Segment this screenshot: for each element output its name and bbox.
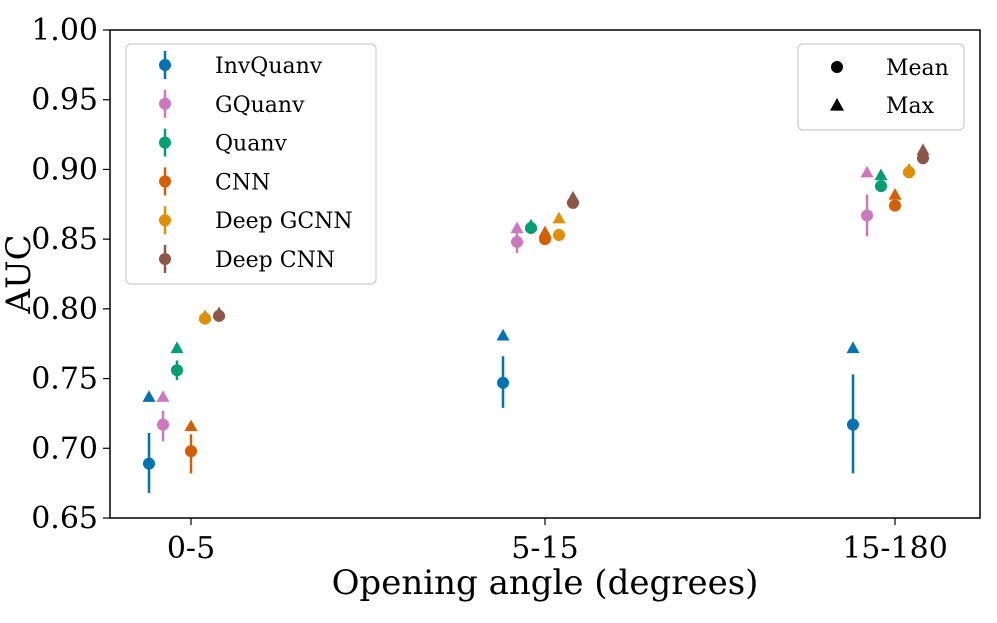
gquanv-mean-point [511,235,523,248]
deep-cnn-mean-point [917,152,929,165]
gquanv-mean-point [157,418,169,431]
deep-gcnn-legend-label: Deep GCNN [215,209,353,234]
quanv-legend-label: Quanv [215,132,287,157]
invquanv-mean-point [497,376,509,389]
mean-legend-marker [831,61,843,73]
deep-cnn-legend-label: Deep CNN [215,248,335,273]
quanv-max-point [874,168,888,181]
y-tick-label: 0.90 [31,152,98,187]
y-tick-label: 0.95 [31,83,98,118]
x-tick-label: 5-15 [511,531,578,566]
invquanv-max-point [846,341,860,354]
y-tick-label: 0.65 [31,501,98,536]
y-tick-label: 0.70 [31,431,98,466]
gquanv-legend-marker [159,97,171,110]
quanv-mean-point [875,180,887,193]
deep-cnn-max-point [916,143,930,156]
invquanv-max-point [496,328,510,341]
gquanv-legend-label: GQuanv [215,93,305,118]
deep-gcnn-legend-marker [159,214,171,227]
y-axis-label: AUC [0,234,39,314]
deep-gcnn-mean-point [553,228,565,241]
series-legend-box [125,43,377,285]
cnn-mean-point [539,233,551,246]
cnn-legend-label: CNN [215,170,270,195]
x-tick-label: 0-5 [167,531,215,566]
cnn-mean-point [185,445,197,458]
gquanv-max-point [510,221,524,234]
invquanv-legend-marker [159,59,171,71]
cnn-legend-marker [159,175,171,188]
quanv-mean-point [171,364,183,377]
cnn-max-point [888,188,902,200]
quanv-legend-marker [159,136,171,149]
marker-legend: Mean Max [797,43,965,131]
invquanv-legend-label: InvQuanv [215,54,323,79]
deep-cnn-mean-point [213,309,225,322]
max-legend-marker [830,98,844,111]
quanv-max-point [170,341,184,354]
x-tick-label: 15-180 [842,531,948,566]
deep-cnn-mean-point [567,196,579,209]
y-axis: 0.65 0.70 0.75 0.80 0.85 0.90 0.95 1.00 [31,13,110,536]
y-tick-label: 0.85 [31,222,98,257]
cnn-max-point [184,419,198,432]
invquanv-max-point [142,390,156,402]
series-legend: InvQuanv GQuanv Quanv CNN Deep GCNN Deep CNN [125,43,377,285]
deep-cnn-legend-marker [159,253,171,265]
mean-legend-label: Mean [886,56,949,81]
y-tick-label: 0.80 [31,292,98,327]
plot-marks [142,143,930,493]
gquanv-max-point [156,390,170,402]
max-legend-label: Max [886,94,935,119]
x-axis: 0-5 5-15 15-180 [167,518,948,566]
invquanv-mean-point [143,457,155,470]
gquanv-mean-point [861,209,873,222]
gquanv-max-point [860,165,874,178]
deep-gcnn-max-point [552,211,566,224]
x-axis-label: Opening angle (degrees) [332,563,759,603]
invquanv-mean-point [847,418,859,431]
quanv-mean-point [525,221,537,234]
y-tick-label: 0.75 [31,362,98,397]
cnn-mean-point [889,199,901,212]
deep-gcnn-mean-point [903,166,915,179]
deep-gcnn-mean-point [199,312,211,325]
y-tick-label: 1.00 [31,13,98,48]
